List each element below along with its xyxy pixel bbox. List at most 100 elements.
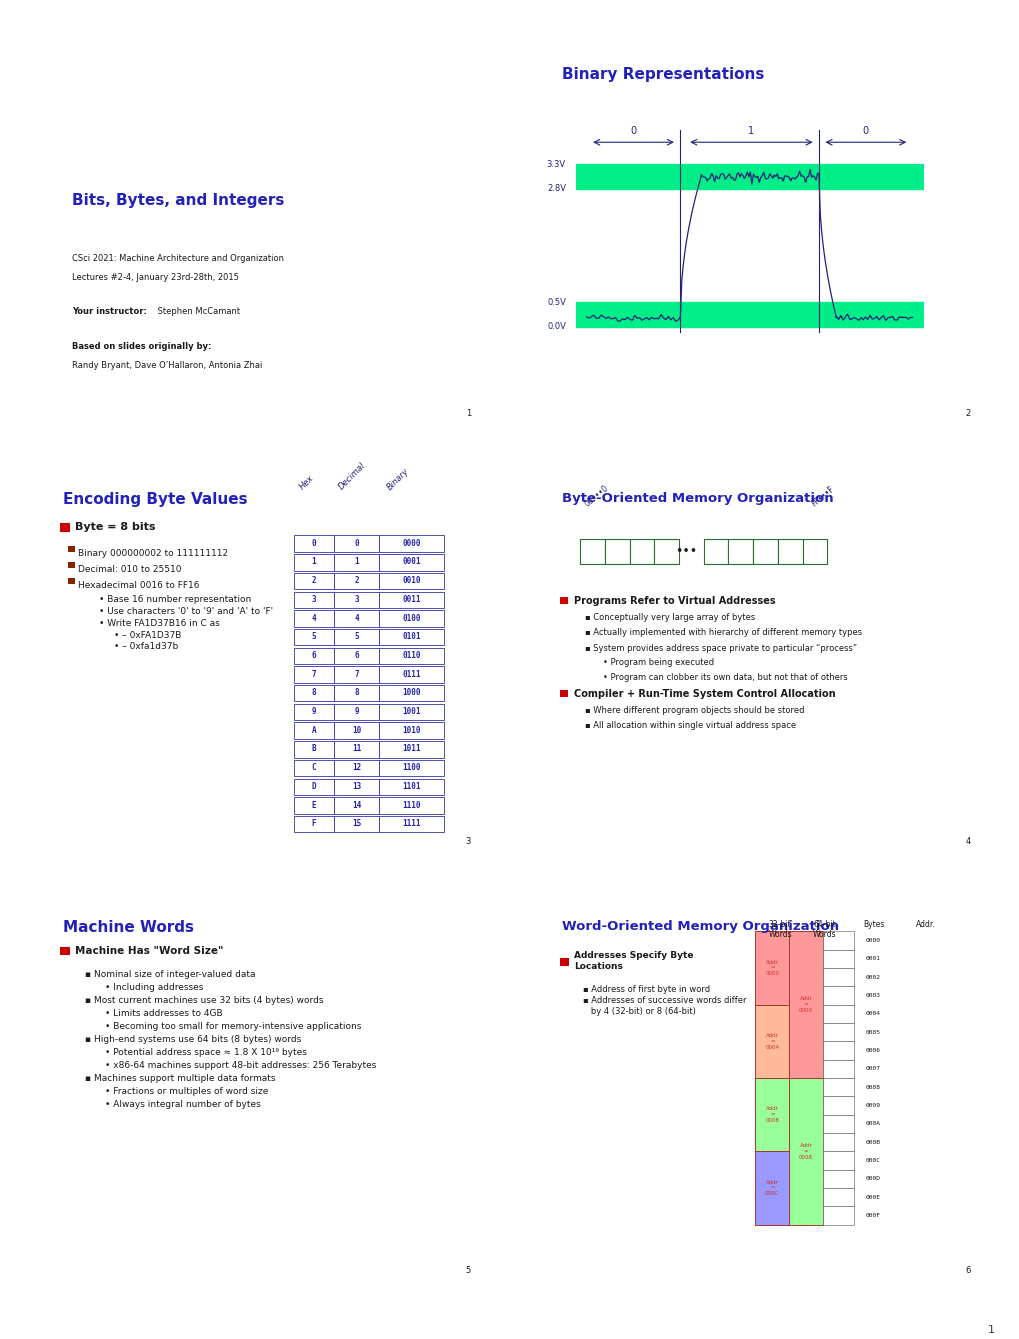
Text: 1000: 1000: [401, 688, 421, 698]
Text: B: B: [312, 744, 316, 754]
Text: 9: 9: [312, 707, 316, 716]
Bar: [379, 554, 443, 570]
Text: 000B: 000B: [865, 1139, 879, 1145]
Bar: [755, 1152, 789, 1225]
Bar: [334, 723, 379, 739]
Text: 4: 4: [354, 613, 359, 623]
Bar: [334, 740, 379, 758]
Bar: [334, 759, 379, 777]
Bar: [822, 987, 853, 1004]
Text: 11: 11: [352, 744, 361, 754]
Text: 1111: 1111: [401, 819, 421, 829]
Bar: [580, 540, 604, 564]
Text: 7: 7: [312, 670, 316, 679]
Text: 0011: 0011: [401, 595, 421, 604]
Text: Decimal: 010 to 25510: Decimal: 010 to 25510: [78, 565, 181, 574]
Text: 000F: 000F: [865, 1213, 879, 1218]
Bar: [293, 648, 334, 664]
Text: Hexadecimal 0016 to FF16: Hexadecimal 0016 to FF16: [78, 581, 200, 590]
Bar: [379, 573, 443, 589]
Bar: [822, 968, 853, 987]
Bar: [293, 573, 334, 589]
Bar: [559, 691, 568, 698]
Text: Lectures #2-4, January 23rd-28th, 2015: Lectures #2-4, January 23rd-28th, 2015: [71, 273, 238, 283]
Text: 2: 2: [965, 408, 970, 418]
Bar: [379, 686, 443, 702]
Text: • Always integral number of bytes: • Always integral number of bytes: [105, 1101, 261, 1109]
Text: 3.3V: 3.3V: [546, 159, 566, 169]
Bar: [293, 740, 334, 758]
Bar: [379, 704, 443, 720]
Bar: [293, 629, 334, 645]
Text: 0009: 0009: [865, 1103, 879, 1107]
Text: 0.5V: 0.5V: [546, 297, 566, 307]
Text: 0000: 0000: [401, 538, 421, 548]
Bar: [379, 648, 443, 664]
Bar: [379, 592, 443, 608]
Text: ▪ High-end systems use 64 bits (8 bytes) words: ▪ High-end systems use 64 bits (8 bytes)…: [85, 1035, 301, 1044]
Text: 10: 10: [352, 726, 361, 735]
Text: 5: 5: [312, 632, 316, 641]
Text: Word-Oriented Memory Organization: Word-Oriented Memory Organization: [561, 920, 839, 933]
Text: Addr
=
0008: Addr = 0008: [798, 1144, 812, 1160]
Text: Binary 000000002 to 111111112: Binary 000000002 to 111111112: [78, 549, 228, 558]
Bar: [293, 554, 334, 570]
Text: 0008: 0008: [865, 1085, 879, 1090]
Text: 0100: 0100: [401, 613, 421, 623]
Bar: [802, 540, 826, 564]
Text: 0000: 0000: [865, 939, 879, 943]
Bar: [334, 815, 379, 833]
Bar: [789, 932, 822, 1078]
Bar: [379, 740, 443, 758]
Text: Byte = 8 bits: Byte = 8 bits: [75, 522, 156, 532]
Text: 1001: 1001: [401, 707, 421, 716]
Bar: [822, 1097, 853, 1114]
Text: 1100: 1100: [401, 763, 421, 773]
Text: 000E: 000E: [865, 1194, 879, 1200]
Text: 1010: 1010: [401, 726, 421, 735]
Text: 0002: 0002: [865, 975, 879, 980]
Bar: [334, 536, 379, 552]
Text: D: D: [312, 782, 316, 791]
Bar: [68, 562, 74, 568]
Bar: [822, 1078, 853, 1097]
Bar: [68, 546, 74, 552]
Text: 2: 2: [312, 576, 316, 585]
Text: Addresses Specify Byte
Locations: Addresses Specify Byte Locations: [573, 951, 693, 971]
Bar: [293, 592, 334, 608]
Text: 0111: 0111: [401, 670, 421, 679]
Bar: [379, 536, 443, 552]
Bar: [334, 611, 379, 627]
Text: ▪ System provides address space private to particular “process”: ▪ System provides address space private …: [584, 644, 856, 652]
Text: C: C: [312, 763, 316, 773]
Text: 1: 1: [748, 126, 754, 137]
Bar: [293, 797, 334, 814]
Text: Randy Bryant, Dave O’Hallaron, Antonia Zhai: Randy Bryant, Dave O’Hallaron, Antonia Z…: [71, 360, 262, 370]
Text: ▪ Actually implemented with hierarchy of different memory types: ▪ Actually implemented with hierarchy of…: [584, 628, 861, 637]
Text: 0004: 0004: [865, 1011, 879, 1016]
Text: 7: 7: [354, 670, 359, 679]
Text: Machine Has "Word Size": Machine Has "Word Size": [75, 945, 223, 956]
Bar: [379, 778, 443, 795]
Bar: [559, 597, 568, 604]
Bar: [334, 629, 379, 645]
Text: Addr
=
0008: Addr = 0008: [764, 1106, 779, 1123]
Text: 0: 0: [862, 126, 868, 137]
Text: Bytes: Bytes: [863, 920, 884, 929]
Text: 0005: 0005: [865, 1030, 879, 1035]
Text: E: E: [312, 801, 316, 810]
Bar: [293, 536, 334, 552]
Text: 0110: 0110: [401, 651, 421, 660]
Bar: [755, 932, 789, 1004]
Bar: [703, 540, 728, 564]
Text: 4: 4: [965, 837, 970, 846]
Bar: [334, 797, 379, 814]
Text: • Base 16 number representation: • Base 16 number representation: [99, 595, 251, 604]
Bar: [379, 629, 443, 645]
Text: 000C: 000C: [865, 1158, 879, 1164]
Text: 1: 1: [312, 557, 316, 566]
Text: 14: 14: [352, 801, 361, 810]
Bar: [755, 1078, 789, 1152]
Bar: [293, 759, 334, 777]
Text: 0101: 0101: [401, 632, 421, 641]
